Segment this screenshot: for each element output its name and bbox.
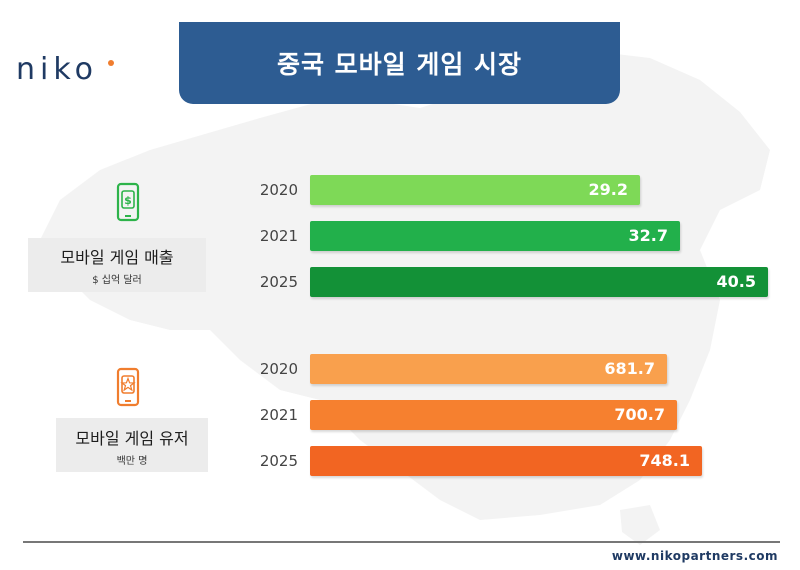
bar-value-label: 700.7: [614, 405, 665, 424]
year-label-2021: 2021: [259, 227, 298, 245]
bar-value-label: 748.1: [639, 451, 690, 470]
year-label-2021: 2021: [259, 406, 298, 424]
bar-value-label: 32.7: [628, 226, 668, 245]
niko-logo: niko: [16, 52, 99, 87]
revenue-label-box: [28, 238, 206, 292]
mobile-dollar-icon: $: [116, 182, 140, 222]
footer-url: www.nikopartners.com: [611, 549, 778, 563]
bar-0-2021: 32.7: [310, 221, 680, 251]
year-label-2020: 2020: [259, 181, 298, 199]
users-label-box: [56, 418, 208, 472]
users-group-unit: 백만 명: [116, 456, 148, 467]
svg-text:$: $: [124, 194, 132, 207]
mobile-star-icon: [116, 367, 140, 407]
users-group-title: 모바일 게임 유저: [75, 429, 189, 448]
page-title: 중국 모바일 게임 시장: [276, 50, 523, 79]
bar-1-2020: 681.7: [310, 354, 667, 384]
footer-divider: [23, 541, 780, 543]
revenue-group-unit: $ 십억 달러: [92, 275, 142, 286]
bar-0-2020: 29.2: [310, 175, 640, 205]
bar-1-2025: 748.1: [310, 446, 702, 476]
bar-value-label: 29.2: [588, 180, 628, 199]
year-label-2025: 2025: [259, 273, 298, 291]
bar-value-label: 40.5: [716, 272, 756, 291]
logo-dot: [108, 60, 114, 66]
revenue-group-title: 모바일 게임 매출: [60, 248, 174, 267]
title-banner: 중국 모바일 게임 시장: [179, 22, 620, 104]
bar-0-2025: 40.5: [310, 267, 768, 297]
bar-1-2021: 700.7: [310, 400, 677, 430]
year-label-2025: 2025: [259, 452, 298, 470]
bar-value-label: 681.7: [604, 359, 655, 378]
year-label-2020: 2020: [259, 360, 298, 378]
